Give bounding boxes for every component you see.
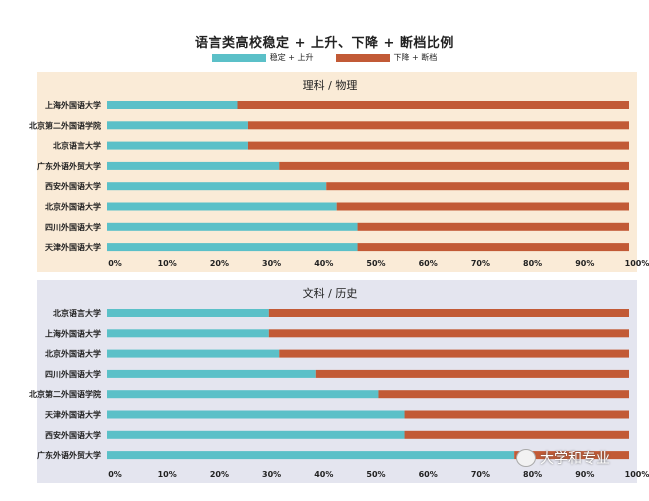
chart-title: 语言类高校稳定 + 上升、下降 + 断档比例 (195, 36, 454, 51)
bar-down-cut (237, 101, 629, 109)
x-tick-label: 10% (158, 470, 177, 479)
legend-label-down: 下降 + 断档 (393, 53, 438, 62)
bar-down-cut (378, 390, 629, 399)
category-label: 天津外国语大学 (45, 242, 101, 252)
category-label: 四川外国语大学 (45, 222, 101, 232)
chart-legend: 稳定 + 上升 下降 + 断档 (0, 52, 649, 63)
x-tick-label: 50% (366, 259, 385, 268)
bar-stable-up (107, 141, 248, 150)
bar-stable-up (107, 451, 515, 460)
x-tick-label: 30% (262, 470, 281, 479)
bar-down-cut (247, 141, 629, 150)
x-tick-label: 40% (314, 470, 333, 479)
x-tick-label: 60% (419, 259, 438, 268)
category-label: 北京第二外国语学院 (29, 120, 101, 130)
x-tick-label: 100% (625, 259, 649, 268)
legend-item-down: 下降 + 断档 (335, 52, 438, 63)
x-tick-label: 0% (108, 470, 122, 479)
panel-title: 文科 / 历史 (303, 286, 358, 300)
bar-stable-up (107, 121, 248, 130)
bar-down-cut (247, 121, 629, 130)
category-label: 西安外国语大学 (45, 430, 101, 440)
x-tick-label: 40% (314, 259, 333, 268)
bar-down-cut (514, 451, 629, 460)
x-tick-label: 80% (523, 470, 542, 479)
category-label: 上海外国语大学 (45, 100, 101, 110)
chart-panel-liberal-arts: 文科 / 历史北京语言大学上海外国语大学北京外国语大学四川外国语大学北京第二外国… (29, 280, 649, 483)
bar-stable-up (107, 309, 269, 317)
category-label: 四川外国语大学 (45, 369, 101, 379)
x-tick-label: 90% (575, 259, 594, 268)
bar-down-cut (404, 430, 629, 439)
bar-down-cut (279, 349, 629, 358)
x-tick-label: 90% (575, 470, 594, 479)
panel-title: 理科 / 物理 (303, 78, 358, 92)
bar-stable-up (107, 202, 337, 211)
x-tick-label: 20% (210, 470, 229, 479)
x-tick-label: 0% (108, 259, 122, 268)
x-tick-label: 80% (523, 259, 542, 268)
x-tick-label: 70% (471, 470, 490, 479)
bar-stable-up (107, 182, 327, 191)
category-label: 广东外语外贸大学 (37, 450, 101, 460)
category-label: 天津外国语大学 (45, 410, 101, 420)
bar-down-cut (357, 222, 629, 231)
legend-label-stable: 稳定 + 上升 (269, 53, 314, 62)
x-tick-label: 50% (366, 470, 385, 479)
bar-stable-up (107, 430, 405, 439)
bar-stable-up (107, 101, 238, 109)
bar-stable-up (107, 390, 379, 399)
category-label: 上海外国语大学 (45, 328, 101, 338)
x-tick-label: 20% (210, 259, 229, 268)
bar-down-cut (326, 182, 629, 191)
bar-down-cut (315, 369, 629, 378)
watermark-text: 大学和专业 (540, 451, 610, 467)
bar-down-cut (404, 410, 629, 419)
bar-stable-up (107, 369, 316, 378)
legend-swatch-stable (211, 53, 266, 62)
category-label: 北京外国语大学 (45, 349, 101, 359)
chart-panel-science: 理科 / 物理上海外国语大学北京第二外国语学院北京语言大学广东外语外贸大学西安外… (29, 72, 649, 272)
category-label: 西安外国语大学 (45, 181, 101, 191)
watermark: 大学和专业 (516, 448, 610, 468)
x-tick-label: 60% (419, 470, 438, 479)
x-tick-label: 30% (262, 259, 281, 268)
category-label: 北京外国语大学 (45, 202, 101, 212)
bar-stable-up (107, 349, 280, 358)
bar-down-cut (268, 329, 629, 338)
category-label: 北京语言大学 (53, 308, 101, 318)
bar-stable-up (107, 410, 405, 419)
wechat-icon (516, 449, 536, 467)
legend-swatch-down (335, 53, 390, 62)
category-label: 广东外语外贸大学 (37, 161, 101, 171)
x-tick-label: 100% (625, 470, 649, 479)
bar-stable-up (107, 222, 358, 231)
bar-stable-up (107, 329, 269, 338)
x-tick-label: 10% (158, 259, 177, 268)
category-label: 北京语言大学 (53, 141, 101, 151)
bar-down-cut (357, 243, 629, 252)
bar-down-cut (279, 161, 629, 170)
legend-item-stable: 稳定 + 上升 (211, 52, 314, 63)
category-label: 北京第二外国语学院 (29, 389, 101, 399)
bar-stable-up (107, 243, 358, 252)
bar-down-cut (268, 309, 629, 317)
bar-down-cut (336, 202, 629, 211)
bar-stable-up (107, 161, 280, 170)
x-tick-label: 70% (471, 259, 490, 268)
